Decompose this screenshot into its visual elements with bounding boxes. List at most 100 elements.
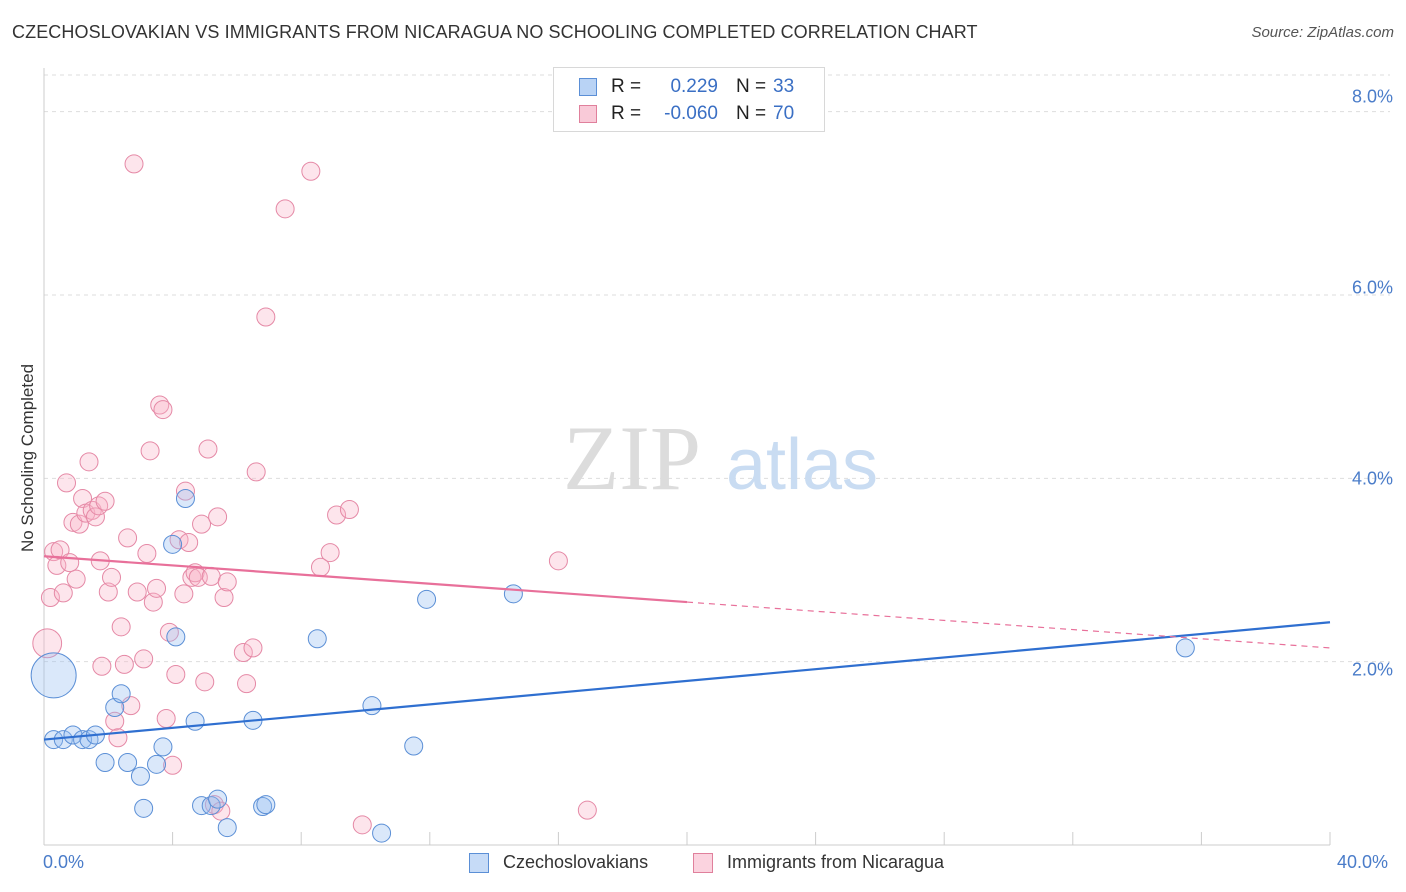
legend-n-label: N =: [736, 103, 767, 124]
czechoslovakian-point: [362, 696, 382, 716]
czechoslovakian-point: [372, 823, 392, 843]
nicaragua-point: [40, 588, 60, 607]
legend-swatch-blue: [579, 78, 597, 96]
nicaragua-point: [327, 505, 347, 525]
nicaragua-point: [156, 709, 176, 728]
czechoslovakian-point: [111, 684, 131, 704]
nicaragua-points: [32, 154, 597, 835]
nicaragua-point: [275, 199, 295, 219]
legend-row-czechoslovakians: R = 0.229 N = 33: [554, 74, 824, 100]
x-tick-label: 40.0%: [1337, 852, 1389, 872]
nicaragua-point: [548, 551, 568, 571]
czechoslovakian-point: [130, 766, 150, 786]
grid-lines: [44, 74, 1390, 663]
nicaragua-point: [233, 643, 253, 662]
nicaragua-point: [577, 800, 597, 820]
nicaragua-point: [192, 514, 212, 534]
czechoslovakian-trend-line: [43, 621, 1331, 741]
nicaragua-point: [85, 507, 105, 527]
nicaragua-point: [50, 540, 70, 560]
y-tick-label: 4.0%: [1351, 468, 1393, 489]
czechoslovakian-point: [253, 797, 273, 816]
czechoslovakian-point: [147, 754, 167, 774]
czechoslovakian-point: [95, 753, 115, 772]
x-tick-label: 0.0%: [43, 852, 85, 872]
nicaragua-point: [147, 578, 167, 598]
legend-label: Czechoslovakians: [503, 852, 649, 872]
nicaragua-point: [140, 441, 160, 461]
czechoslovakian-point: [185, 711, 205, 731]
watermark-zip: ZIP: [563, 407, 701, 509]
czechoslovakian-point: [208, 789, 228, 809]
legend-swatch-pink: [693, 853, 713, 873]
czechoslovakian-point: [1175, 638, 1195, 658]
nicaragua-point: [79, 452, 99, 472]
trend-lines: [43, 555, 1331, 741]
nicaragua-point: [175, 481, 195, 501]
nicaragua-point: [92, 656, 112, 676]
czechoslovakian-point: [30, 652, 77, 699]
czechoslovakian-point: [217, 818, 237, 838]
czechoslovakian-point: [153, 737, 173, 757]
legend-swatch-pink: [579, 105, 597, 123]
watermark-atlas: atlas: [726, 425, 878, 505]
nicaragua-point: [217, 572, 237, 592]
nicaragua-trend-extension: [686, 601, 1331, 649]
nicaragua-point: [243, 638, 263, 658]
czechoslovakian-point: [404, 736, 424, 756]
czechoslovakian-point: [118, 753, 138, 772]
czechoslovakian-point: [307, 629, 327, 649]
nicaragua-point: [246, 462, 266, 482]
nicaragua-point: [127, 582, 147, 602]
czechoslovakian-point: [63, 725, 83, 745]
legend-r-label: R =: [611, 76, 642, 97]
y-tick-label: 8.0%: [1351, 86, 1393, 107]
nicaragua-point: [118, 528, 138, 548]
nicaragua-point: [98, 582, 118, 602]
nicaragua-point: [60, 553, 80, 573]
nicaragua-point: [66, 569, 86, 589]
nicaragua-point: [237, 674, 257, 694]
nicaragua-point: [114, 654, 134, 674]
nicaragua-point: [53, 583, 73, 603]
nicaragua-point: [134, 649, 154, 669]
nicaragua-point: [32, 628, 63, 659]
nicaragua-point: [174, 584, 194, 604]
czechoslovakian-point: [417, 589, 437, 609]
czechoslovakian-point: [163, 534, 183, 554]
czechoslovakian-points: [30, 489, 1195, 843]
legend-n-value: 70: [773, 103, 795, 124]
y-axis-label: No Schooling Completed: [18, 363, 37, 553]
nicaragua-point: [124, 154, 144, 174]
nicaragua-point: [214, 588, 234, 607]
chart-title: CZECHOSLOVAKIAN VS IMMIGRANTS FROM NICAR…: [12, 22, 978, 42]
source-label: Source: ZipAtlas.com: [1251, 24, 1394, 41]
nicaragua-point: [137, 544, 157, 563]
nicaragua-point: [201, 566, 221, 586]
correlation-legend: R = 0.229 N = 33 R = -0.060 N = 70: [553, 67, 825, 132]
nicaragua-point: [95, 491, 115, 511]
legend-n-value: 33: [773, 76, 795, 97]
nicaragua-point: [179, 533, 199, 552]
nicaragua-point: [256, 307, 276, 327]
legend-r-value: -0.060: [664, 103, 718, 124]
nicaragua-point: [57, 473, 77, 493]
czechoslovakian-point: [166, 627, 186, 647]
axes: [43, 68, 1331, 846]
nicaragua-trend-line: [43, 555, 688, 604]
nicaragua-point: [301, 161, 321, 181]
czechoslovakian-point: [503, 584, 523, 604]
nicaragua-point: [198, 439, 218, 459]
nicaragua-point: [339, 500, 359, 519]
y-tick-label: 2.0%: [1351, 659, 1393, 680]
czechoslovakian-point: [175, 489, 195, 508]
nicaragua-point: [153, 400, 173, 420]
legend-r-label: R =: [611, 103, 642, 124]
legend-label: Immigrants from Nicaragua: [727, 852, 945, 872]
nicaragua-point: [208, 507, 228, 527]
nicaragua-point: [320, 543, 340, 563]
nicaragua-point: [69, 514, 89, 534]
legend-n-label: N =: [736, 76, 767, 97]
nicaragua-point: [111, 617, 131, 637]
